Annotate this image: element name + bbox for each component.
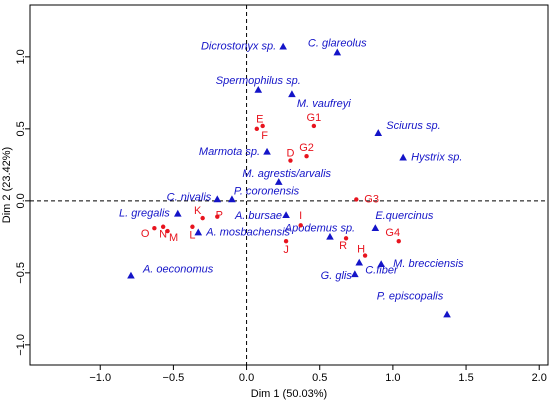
point-label: M [169,232,178,244]
point-label: C.fiber [365,265,399,277]
point [374,129,383,136]
point-label: A. bursae [234,210,282,222]
point [165,228,170,234]
point-label: C. glareolus [308,37,367,49]
point [371,224,380,231]
point [213,195,222,203]
point [443,310,451,318]
point-label: G. glis [321,270,353,282]
point [152,226,157,231]
x-tick-label: 1.5 [458,372,473,384]
point-label: F [261,130,268,142]
y-tick-label: −1.0 [15,334,27,356]
point-label: L. gregalis [119,208,170,220]
point-label: C. nivalis [167,191,212,203]
point-label: A. mosbachensis [205,226,290,238]
point [396,238,401,244]
point-label: N [159,229,167,241]
point [399,153,407,161]
point [194,228,203,236]
point-label: G4 [385,227,400,239]
point-label: E.quercinus [375,210,434,222]
point [173,209,182,217]
x-tick-label: 0.5 [312,372,327,384]
point-label: M. vaufreyi [297,98,351,110]
y-tick-label: 0.0 [15,193,27,208]
point-label: Dicrostonyx sp. [201,41,276,53]
point-label: M. brecciensis [393,258,464,270]
point-label: Spermophilus sp. [216,75,301,87]
point [288,90,296,98]
point [311,123,317,129]
plot-frame [29,4,549,366]
point [279,42,287,50]
point [343,236,349,241]
point [362,253,368,258]
point [127,271,135,279]
point-label: H [357,243,365,255]
x-tick-label: −1.0 [89,372,111,384]
point [304,154,309,159]
point-label: E [256,114,263,126]
x-tick-label: 2.0 [532,372,547,384]
y-tick-label: 1.0 [15,49,27,64]
point [351,270,359,278]
point-label: P. episcopalis [377,291,444,303]
point-label: Apodemus sp. [284,223,355,235]
point [254,85,263,93]
y-axis-title: Dim 2 (23.42%) [1,147,13,223]
point [326,232,334,240]
point-label: K [194,205,202,217]
point-label: D [286,147,294,159]
point-label: Sciurus sp. [386,120,440,132]
point [282,211,290,219]
point-label: O [141,228,150,240]
point-label: P [216,210,223,222]
point [333,48,342,56]
point [354,197,359,202]
point-label: P. coronensis [234,185,300,197]
point [377,260,385,267]
point [228,195,236,203]
point [298,223,303,228]
y-tick-label: −0.5 [15,262,27,284]
point [263,147,271,155]
point [160,224,166,229]
point-label: Marmota sp. [199,146,260,158]
point [254,126,260,132]
point-label: G3 [364,193,379,205]
point [355,258,364,266]
point [274,178,283,185]
x-tick-label: −0.5 [163,372,185,384]
point [215,214,220,219]
point-label: L [189,230,195,242]
y-tick-label: 0.5 [15,121,27,136]
point-label: A. oeconomus [142,264,214,276]
point-label: R [339,240,347,252]
point-label: G2 [299,142,314,154]
x-tick-label: 0.0 [239,372,254,384]
point [283,238,289,244]
point-label: I [299,210,302,222]
x-axis-title: Dim 1 (50.03%) [251,388,327,400]
point [260,123,265,129]
point-label: G1 [307,112,322,124]
point-label: J [283,244,289,256]
point [190,224,195,229]
x-tick-label: 1.0 [385,372,400,384]
point-label: Hystrix sp. [411,152,462,164]
point [200,215,205,221]
point-label: M. agrestis/arvalis [242,168,331,180]
point [288,158,293,163]
